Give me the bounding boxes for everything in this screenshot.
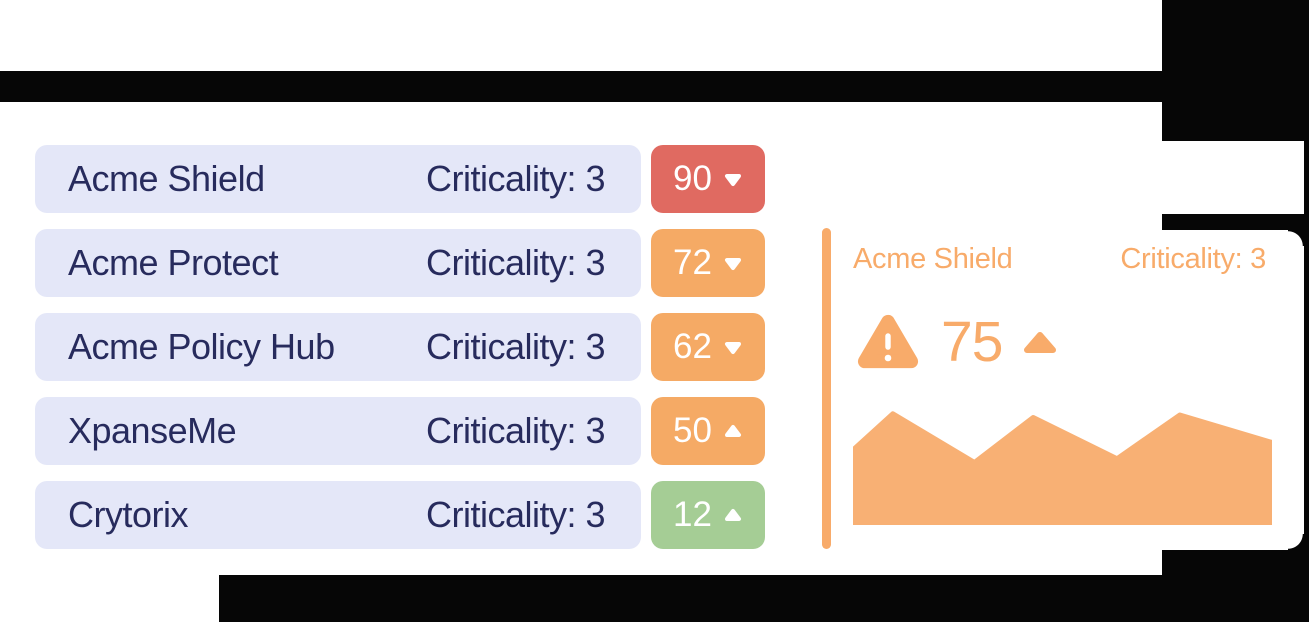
asset-pill-acme-shield[interactable]: Acme Shield Criticality: 3 [35,145,641,213]
detail-accent-bar [822,228,831,549]
asset-criticality: Criticality: 3 [425,326,606,367]
asset-pill-crytorix[interactable]: Crytorix Criticality: 3 [35,481,641,549]
score-badge[interactable]: 50 [651,397,765,465]
decor-bottom-stripe [219,575,1309,622]
trend-down-icon [724,173,741,186]
decor-top-right-block [1162,0,1309,141]
score-value: 50 [673,411,712,450]
detail-score-row: 75 [856,308,1057,376]
detail-criticality: Criticality: 3 [1120,243,1266,275]
asset-criticality: Criticality: 3 [425,410,606,451]
decor-right-edge [1304,141,1309,622]
detail-title: Acme Shield [853,243,1013,275]
trend-up-icon [724,508,741,521]
asset-pill-acme-protect[interactable]: Acme Protect Criticality: 3 [35,229,641,297]
score-badge[interactable]: 90 [651,145,765,213]
asset-name: Crytorix [68,494,189,535]
warning-icon [857,314,919,369]
decor-top-stripe [0,71,1162,102]
asset-row-crytorix: Crytorix Criticality: 3 12 [35,481,765,549]
asset-pill-xpanseme[interactable]: XpanseMe Criticality: 3 [35,397,641,465]
asset-name: Acme Protect [68,242,279,283]
asset-row-acme-policy-hub: Acme Policy Hub Criticality: 3 62 [35,313,765,381]
asset-name: XpanseMe [68,410,237,451]
score-value: 90 [673,159,712,198]
trend-down-icon [724,341,741,354]
decor-card-corner-bottom [1288,534,1304,550]
asset-pill-acme-policy-hub[interactable]: Acme Policy Hub Criticality: 3 [35,313,641,381]
trend-up-icon [1024,331,1057,353]
trend-chart [853,411,1272,525]
asset-row-acme-shield: Acme Shield Criticality: 3 90 [35,145,765,213]
score-badge[interactable]: 62 [651,313,765,381]
asset-name: Acme Shield [68,158,265,199]
trend-down-icon [724,257,741,270]
asset-name: Acme Policy Hub [68,326,335,367]
score-value: 12 [673,495,712,534]
score-value: 72 [673,243,712,282]
trend-area [853,411,1272,525]
asset-criticality: Criticality: 3 [425,158,606,199]
score-value: 62 [673,327,712,366]
score-badge[interactable]: 72 [651,229,765,297]
asset-row-xpanseme: XpanseMe Criticality: 3 50 [35,397,765,465]
detail-score: 75 [941,310,1003,374]
asset-criticality: Criticality: 3 [425,494,606,535]
decor-card-corner-top [1288,230,1304,246]
asset-criticality: Criticality: 3 [425,242,606,283]
trend-up-icon [724,424,741,437]
score-badge[interactable]: 12 [651,481,765,549]
detail-header: Acme Shield Criticality: 3 [853,243,1266,276]
asset-list: Acme Shield Criticality: 3 90 Acme Prote… [35,145,765,549]
decor-right-band [1162,214,1304,230]
asset-row-acme-protect: Acme Protect Criticality: 3 72 [35,229,765,297]
